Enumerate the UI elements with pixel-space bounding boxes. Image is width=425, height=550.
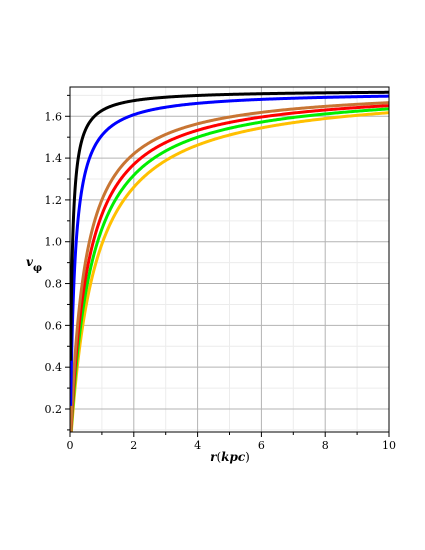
y-tick-label: 0.4: [45, 361, 63, 374]
series-line: [70, 94, 389, 407]
x-tick-label: 2: [130, 439, 137, 452]
series-line: [70, 101, 389, 432]
x-tick-label: 4: [194, 439, 201, 452]
x-axis-label: r(kpc): [210, 450, 250, 464]
y-tick-label: 0.6: [45, 319, 63, 332]
series-line: [70, 90, 389, 361]
series-line: [70, 111, 389, 432]
x-tick-label: 0: [67, 439, 74, 452]
x-tick-label: 6: [258, 439, 265, 452]
axis-ticks: [65, 94, 390, 437]
y-tick-label: 1.2: [45, 194, 63, 207]
series-line: [70, 107, 389, 432]
x-tick-label: 10: [382, 439, 396, 452]
y-tick-label: 0.8: [45, 278, 63, 291]
x-tick-label: 8: [322, 439, 329, 452]
y-axis-label: vφ: [26, 255, 42, 274]
series-lines: [70, 90, 389, 432]
y-tick-label: 1.0: [45, 236, 63, 249]
tick-labels: 0 2 4 6 8 10 0.2 0.4 0.6 0.8 1.0 1.2 1.4 1.6: [45, 110, 397, 452]
y-tick-label: 1.4: [45, 152, 63, 165]
series-line: [70, 104, 389, 432]
y-tick-label: 1.6: [45, 110, 63, 123]
y-tick-label: 0.2: [45, 403, 63, 416]
